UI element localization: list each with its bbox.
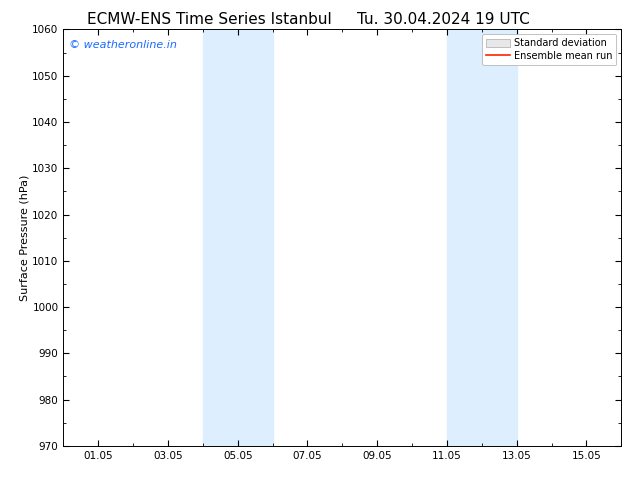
Y-axis label: Surface Pressure (hPa): Surface Pressure (hPa) [20, 174, 30, 301]
Text: ECMW-ENS Time Series Istanbul: ECMW-ENS Time Series Istanbul [87, 12, 332, 27]
Text: Tu. 30.04.2024 19 UTC: Tu. 30.04.2024 19 UTC [358, 12, 530, 27]
Bar [203, 29, 273, 446]
Text: © weatheronline.in: © weatheronline.in [69, 40, 177, 50]
Bar [447, 29, 517, 446]
Legend: Standard deviation, Ensemble mean run: Standard deviation, Ensemble mean run [482, 34, 616, 65]
